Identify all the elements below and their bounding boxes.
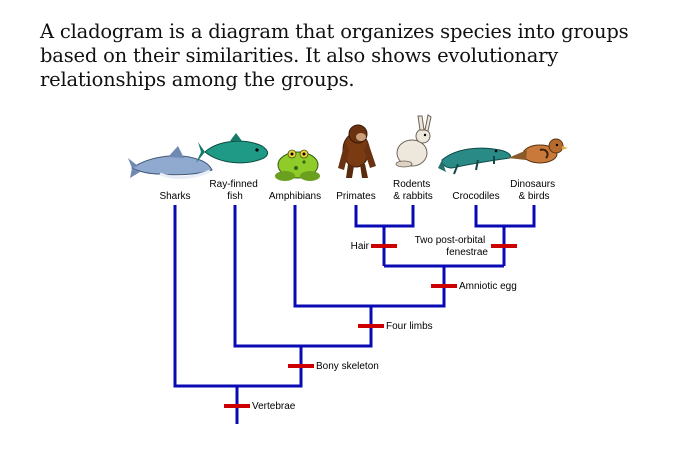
frog-icon [275,149,320,181]
bird-icon [508,138,568,164]
taxon-label-ray-finned-fish: Ray-finned fish [209,179,260,202]
taxon-label-crocodiles: Crocodiles [452,191,499,202]
trait-label-bony-skeleton: Bony skeleton [316,361,379,372]
taxon-label-amphibians: Amphibians [269,191,321,202]
fish-icon [196,133,269,164]
taxon-label-dinosaurs-birds: Dinosaurs & birds [510,179,558,202]
branch-fish-split [233,205,373,348]
taxon-label-sharks: Sharks [159,191,190,202]
shark-icon [128,146,213,180]
branch-mammals [354,205,415,266]
branch-sharks-split [173,205,303,388]
ape-icon [338,124,376,178]
intro-paragraph: A cladogram is a diagram that organizes … [40,20,629,91]
trait-label-vertebrae: Vertebrae [252,401,296,412]
crocodile-icon [438,147,511,175]
rabbit-icon [395,114,432,168]
trait-marks [224,244,517,408]
branch-amphibian-split [293,205,446,308]
taxon-label-primates: Primates [336,191,375,202]
trait-label-amniotic-egg: Amniotic egg [459,281,517,292]
taxon-label-rodents-rabbits: Rodents & rabbits [393,179,433,202]
trait-label-four-limbs: Four limbs [386,321,433,332]
trait-label-hair: Hair [351,241,370,252]
trait-label-post-orbital-fenestrae: Two post-orbital fenestrae [415,235,489,258]
